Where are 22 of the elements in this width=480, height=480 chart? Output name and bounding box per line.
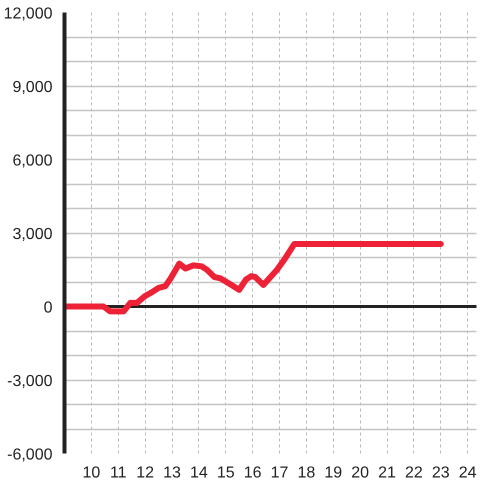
y-tick-label: 9,000 — [12, 79, 53, 96]
x-tick-label: 22 — [404, 464, 423, 480]
y-tick-label: -3,000 — [7, 373, 53, 390]
x-tick-label: 11 — [110, 464, 127, 480]
x-tick-label: 16 — [244, 464, 262, 480]
x-tick-label: 12 — [136, 464, 154, 480]
y-tick-label: 0 — [44, 300, 53, 316]
y-tick-label: 6,000 — [12, 152, 53, 170]
x-tick-label: 18 — [297, 464, 316, 480]
x-tick-label: 14 — [190, 464, 208, 480]
y-tick-label: 12,000 — [4, 6, 53, 22]
x-tick-label: 13 — [163, 464, 181, 480]
x-tick-label: 15 — [216, 464, 235, 480]
x-tick-label: 17 — [270, 464, 289, 480]
x-tick-label: 23 — [432, 464, 450, 480]
x-tick-label: 21 — [378, 464, 396, 480]
x-tick-label: 10 — [82, 464, 100, 480]
y-tick-label: 3,000 — [12, 226, 53, 243]
x-tick-label: 24 — [458, 464, 477, 480]
x-tick-label: 20 — [351, 464, 370, 480]
x-tick-label: 19 — [324, 464, 342, 480]
y-tick-label: -6,000 — [7, 446, 53, 464]
